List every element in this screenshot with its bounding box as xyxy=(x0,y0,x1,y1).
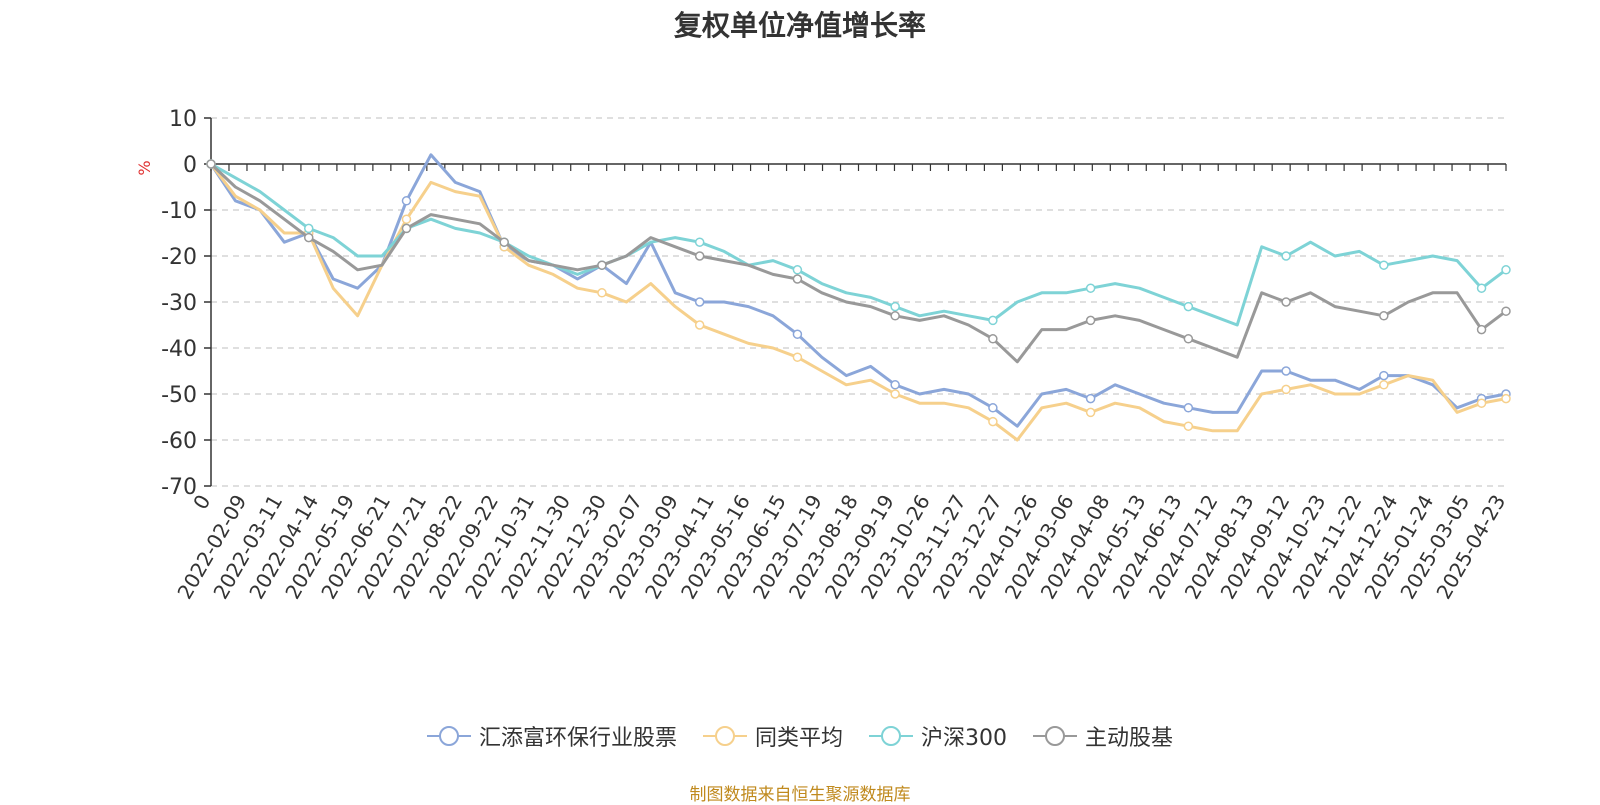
data-point xyxy=(890,311,900,321)
data-point xyxy=(792,352,803,362)
data-point xyxy=(694,297,705,307)
data-point xyxy=(1183,301,1194,312)
data-point xyxy=(792,274,803,284)
data-point xyxy=(597,288,607,298)
data-point xyxy=(303,223,314,234)
data-point xyxy=(1085,315,1096,326)
data-point xyxy=(1501,306,1511,316)
data-point xyxy=(890,380,900,390)
data-point xyxy=(890,389,900,399)
data-point xyxy=(1476,283,1487,293)
source-note: 制图数据来自恒生聚源数据库 xyxy=(689,785,911,805)
series-line xyxy=(210,162,1507,327)
data-point xyxy=(1379,370,1389,381)
data-point xyxy=(401,196,412,206)
data-point xyxy=(1379,311,1389,321)
data-point xyxy=(1281,366,1291,376)
data-point xyxy=(1183,421,1194,431)
data-point xyxy=(1085,393,1096,404)
y-tick-label: -40 xyxy=(161,337,197,362)
y-tick-label: -50 xyxy=(161,383,197,408)
data-point xyxy=(1501,393,1511,404)
chart-title: 复权单位净值增长率 xyxy=(673,9,926,42)
data-point xyxy=(206,159,216,169)
legend-label: 汇添富环保行业股票 xyxy=(478,726,677,751)
legend-item[interactable]: 沪深300 xyxy=(869,720,1007,752)
legend-swatch-icon xyxy=(1033,726,1077,746)
data-point xyxy=(792,265,803,275)
data-point xyxy=(792,329,803,339)
data-point xyxy=(1379,380,1389,390)
data-point xyxy=(303,232,314,243)
data-point xyxy=(1281,297,1291,307)
chart-legend: 汇添富环保行业股票 同类平均 沪深300 主动股基 xyxy=(0,720,1600,752)
legend-swatch-icon xyxy=(869,726,913,746)
legend-item[interactable]: 汇添富环保行业股票 xyxy=(426,720,677,752)
data-point xyxy=(694,320,705,330)
legend-label: 沪深300 xyxy=(921,726,1007,751)
x-tick-label: 0 xyxy=(188,491,215,514)
data-point xyxy=(988,416,998,427)
data-point xyxy=(1281,251,1291,261)
data-point xyxy=(988,403,998,413)
y-tick-label: -20 xyxy=(161,245,197,270)
data-point xyxy=(1085,283,1096,293)
legend-item[interactable]: 主动股基 xyxy=(1033,720,1173,752)
line-chart: 100-10-20-30-40-50-60-70%02022-02-092022… xyxy=(135,107,1511,603)
y-tick-label: -30 xyxy=(161,291,197,316)
data-point xyxy=(988,315,998,326)
data-point xyxy=(694,237,705,247)
data-point xyxy=(1379,260,1389,270)
data-point xyxy=(401,214,412,224)
data-point xyxy=(1501,265,1511,275)
data-point xyxy=(1476,324,1487,335)
data-point xyxy=(597,260,607,270)
data-point xyxy=(1183,334,1194,344)
data-point xyxy=(890,301,900,312)
y-tick-label: 0 xyxy=(183,153,197,178)
data-point xyxy=(499,237,509,247)
y-tick-label: 10 xyxy=(169,107,197,132)
data-point xyxy=(1281,384,1291,395)
y-axis-label: % xyxy=(135,160,154,175)
data-point xyxy=(1183,403,1194,413)
legend-swatch-icon xyxy=(702,726,747,746)
series-line xyxy=(209,162,1507,364)
y-tick-label: -60 xyxy=(161,429,197,454)
data-point xyxy=(401,223,412,234)
legend-label: 同类平均 xyxy=(754,726,843,751)
y-tick-label: -10 xyxy=(161,199,197,224)
data-point xyxy=(1476,398,1487,408)
legend-label: 主动股基 xyxy=(1085,726,1174,751)
data-point xyxy=(1085,407,1096,418)
legend-item[interactable]: 同类平均 xyxy=(702,720,843,752)
y-tick-label: -70 xyxy=(161,475,197,500)
legend-swatch-icon xyxy=(426,726,471,746)
data-point xyxy=(988,334,998,344)
data-point xyxy=(694,251,705,261)
